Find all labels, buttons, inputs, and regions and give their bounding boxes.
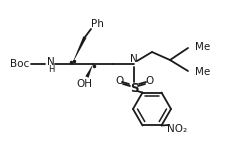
Text: O: O [115,76,123,86]
Text: Ph: Ph [90,19,103,29]
Text: N: N [130,54,138,64]
Text: NO₂: NO₂ [167,124,187,134]
Text: OH: OH [76,79,92,89]
Text: N: N [47,57,55,67]
Polygon shape [72,36,87,64]
Polygon shape [85,64,93,78]
Text: O: O [145,76,153,86]
Text: Boc: Boc [10,59,30,69]
Text: H: H [48,64,54,73]
Text: S: S [130,82,138,94]
Text: Me: Me [195,67,210,77]
Text: Me: Me [195,42,210,52]
